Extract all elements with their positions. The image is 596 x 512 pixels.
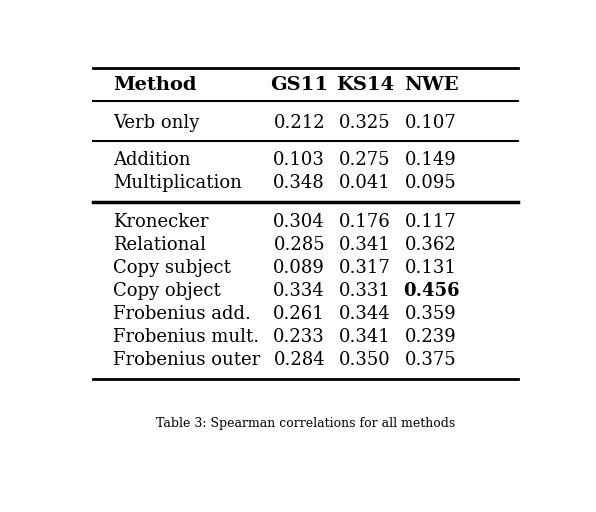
Text: KS14: KS14 xyxy=(336,76,394,94)
Text: 0.285: 0.285 xyxy=(274,236,325,254)
Text: Addition: Addition xyxy=(113,151,191,169)
Text: 0.284: 0.284 xyxy=(274,351,325,369)
Text: 0.331: 0.331 xyxy=(339,282,391,300)
Text: 0.375: 0.375 xyxy=(405,351,457,369)
Text: 0.089: 0.089 xyxy=(274,259,325,277)
Text: 0.212: 0.212 xyxy=(274,114,325,132)
Text: Copy subject: Copy subject xyxy=(113,259,231,277)
Text: 0.041: 0.041 xyxy=(339,174,391,192)
Text: 0.359: 0.359 xyxy=(405,305,457,323)
Text: 0.456: 0.456 xyxy=(403,282,460,300)
Text: 0.304: 0.304 xyxy=(274,212,325,230)
Text: Kronecker: Kronecker xyxy=(113,212,209,230)
Text: 0.344: 0.344 xyxy=(339,305,391,323)
Text: Method: Method xyxy=(113,76,197,94)
Text: NWE: NWE xyxy=(403,76,458,94)
Text: 0.261: 0.261 xyxy=(274,305,325,323)
Text: 0.131: 0.131 xyxy=(405,259,457,277)
Text: 0.341: 0.341 xyxy=(339,236,391,254)
Text: Table 3: Spearman correlations for all methods: Table 3: Spearman correlations for all m… xyxy=(156,417,455,430)
Text: 0.341: 0.341 xyxy=(339,328,391,346)
Text: GS11: GS11 xyxy=(270,76,328,94)
Text: Frobenius mult.: Frobenius mult. xyxy=(113,328,259,346)
Text: 0.334: 0.334 xyxy=(274,282,325,300)
Text: 0.149: 0.149 xyxy=(405,151,457,169)
Text: 0.117: 0.117 xyxy=(405,212,457,230)
Text: 0.095: 0.095 xyxy=(405,174,457,192)
Text: 0.103: 0.103 xyxy=(274,151,325,169)
Text: 0.325: 0.325 xyxy=(339,114,391,132)
Text: 0.239: 0.239 xyxy=(405,328,457,346)
Text: Verb only: Verb only xyxy=(113,114,200,132)
Text: 0.348: 0.348 xyxy=(274,174,325,192)
Text: Frobenius outer: Frobenius outer xyxy=(113,351,260,369)
Text: 0.362: 0.362 xyxy=(405,236,457,254)
Text: Frobenius add.: Frobenius add. xyxy=(113,305,251,323)
Text: 0.107: 0.107 xyxy=(405,114,457,132)
Text: Relational: Relational xyxy=(113,236,206,254)
Text: 0.275: 0.275 xyxy=(339,151,391,169)
Text: 0.233: 0.233 xyxy=(274,328,325,346)
Text: 0.317: 0.317 xyxy=(339,259,391,277)
Text: 0.176: 0.176 xyxy=(339,212,391,230)
Text: Copy object: Copy object xyxy=(113,282,221,300)
Text: 0.350: 0.350 xyxy=(339,351,391,369)
Text: Multiplication: Multiplication xyxy=(113,174,242,192)
